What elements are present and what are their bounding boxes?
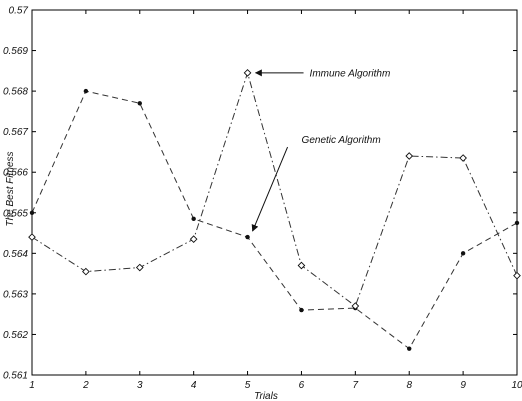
y-tick-label: 0.561 <box>3 371 28 382</box>
series-1-point <box>191 216 196 222</box>
y-tick-label: 0.569 <box>3 46 28 57</box>
y-tick-label: 0.57 <box>9 6 29 17</box>
x-tick-label: 6 <box>299 380 305 391</box>
x-tick-label: 10 <box>511 380 522 391</box>
x-tick-label: 5 <box>245 380 251 391</box>
x-tick-label: 8 <box>406 380 412 391</box>
series-2-point <box>351 302 360 310</box>
y-tick-label: 0.566 <box>3 168 28 179</box>
y-tick-label: 0.567 <box>3 127 28 138</box>
x-tick-label: 9 <box>460 380 466 391</box>
x-tick-label: 4 <box>191 380 197 391</box>
series-1-point <box>514 220 520 226</box>
series-2-point <box>405 152 414 160</box>
y-tick-label: 0.565 <box>3 208 28 219</box>
axes: 1 2 3 4 5 6 7 8 9 10 0.561 0.562 0.563 0.564 0.565 0.56… <box>3 6 522 392</box>
x-tick-label: 2 <box>82 380 89 391</box>
genetic-arrow <box>251 146 289 232</box>
x-axis-label: Trials <box>254 391 278 401</box>
series-2-point <box>82 267 90 276</box>
series-1-point <box>245 234 250 240</box>
series-line-2 <box>31 71 518 307</box>
y-tick-label: 0.568 <box>3 87 28 98</box>
series-group <box>28 69 521 351</box>
x-tick-label: 7 <box>353 380 359 391</box>
series-2-point <box>297 261 306 270</box>
series-2-point <box>513 271 521 280</box>
y-axis-label: The Best Fitness <box>5 151 16 226</box>
genetic-label: Genetic Algorithm <box>302 135 381 146</box>
series-2-point <box>28 233 36 241</box>
y-tick-label: 0.562 <box>3 330 28 341</box>
series-2-point <box>243 69 252 77</box>
y-tick-label: 0.563 <box>3 289 28 300</box>
immune-label: Immune Algorithm <box>310 68 391 79</box>
series-1-point <box>83 88 89 94</box>
annotations: Immune Algorithm Genetic Algorithm <box>251 68 391 232</box>
series-1-point <box>460 251 466 256</box>
x-tick-label: 1 <box>29 380 35 391</box>
series-2-point <box>459 154 467 162</box>
series-2-point <box>189 235 198 243</box>
plot-frame <box>31 9 518 376</box>
series-line-1 <box>31 90 518 350</box>
series-2-point <box>135 263 144 272</box>
plot-area <box>31 9 518 376</box>
x-tick-label: 3 <box>137 380 143 391</box>
series-1-point <box>137 101 142 106</box>
series-1-point <box>299 307 304 313</box>
series-1-point <box>407 346 412 351</box>
series-1-point <box>29 210 35 215</box>
y-tick-label: 0.564 <box>3 249 28 260</box>
